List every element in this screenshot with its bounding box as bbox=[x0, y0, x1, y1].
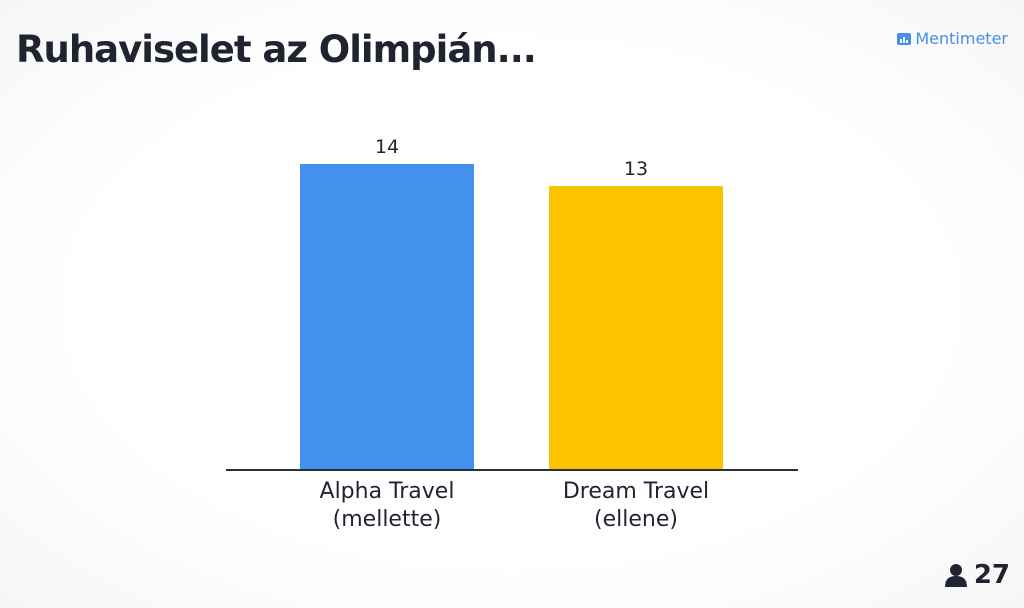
axis-line bbox=[226, 469, 798, 471]
count-text: 27 bbox=[973, 560, 1010, 590]
slide-title: Ruhaviselet az Olimpián... bbox=[16, 28, 537, 71]
logo: Mentimeter bbox=[897, 29, 1008, 48]
participant-count: 27 bbox=[944, 560, 1010, 590]
logo-icon bbox=[897, 32, 912, 45]
person-icon bbox=[944, 564, 967, 587]
value-label: 13 bbox=[623, 157, 649, 180]
bar bbox=[300, 164, 474, 469]
logo-text: Mentimeter bbox=[915, 29, 1008, 48]
chart: 14 13 bbox=[226, 100, 798, 471]
bar bbox=[549, 185, 723, 469]
value-label: 14 bbox=[374, 136, 400, 158]
category-label: Alpha Travel (mellette) bbox=[319, 479, 455, 532]
category-label: Dream Travel (ellene) bbox=[562, 479, 710, 532]
